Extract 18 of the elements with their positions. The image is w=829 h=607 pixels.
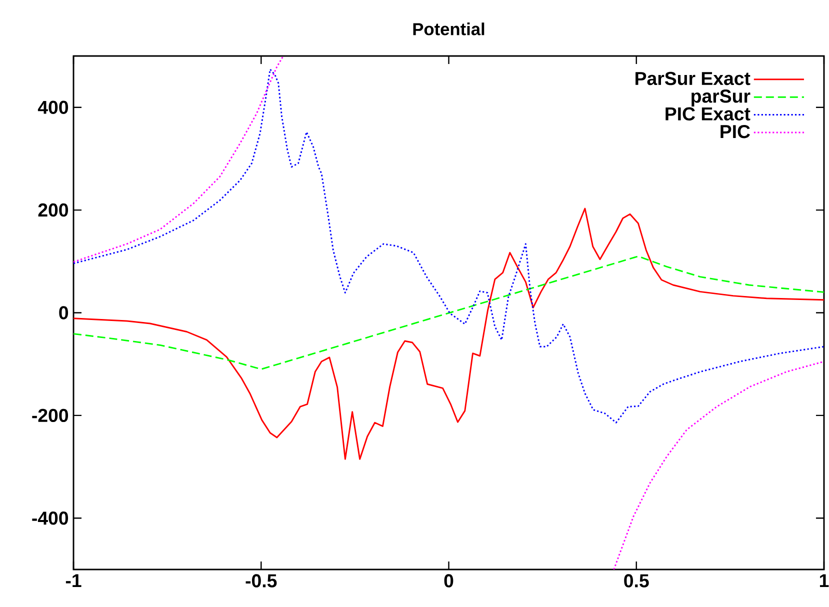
x-tick-label: 1	[820, 574, 829, 588]
x-tick-label: -1	[66, 574, 82, 588]
y-tick-label: 0	[59, 306, 68, 320]
y-tick-label: 200	[38, 203, 68, 217]
chart-title: Potential	[413, 22, 484, 36]
y-tick-label: -400	[32, 512, 68, 525]
y-tick-label: -200	[32, 408, 68, 422]
legend-label: parSur	[692, 90, 750, 106]
line-series	[74, 208, 824, 460]
line-series	[74, 68, 824, 424]
y-tick-label: 400	[38, 100, 68, 114]
legend-label: ParSur Exact	[636, 72, 750, 86]
x-tick-label: 0.5	[624, 574, 649, 588]
legend-label: PIC Exact	[666, 107, 750, 120]
x-tick-label: 0	[444, 574, 454, 588]
line-series	[74, 256, 824, 370]
legend-label: PIC	[720, 124, 750, 138]
x-tick-label: -0.5	[246, 574, 277, 588]
